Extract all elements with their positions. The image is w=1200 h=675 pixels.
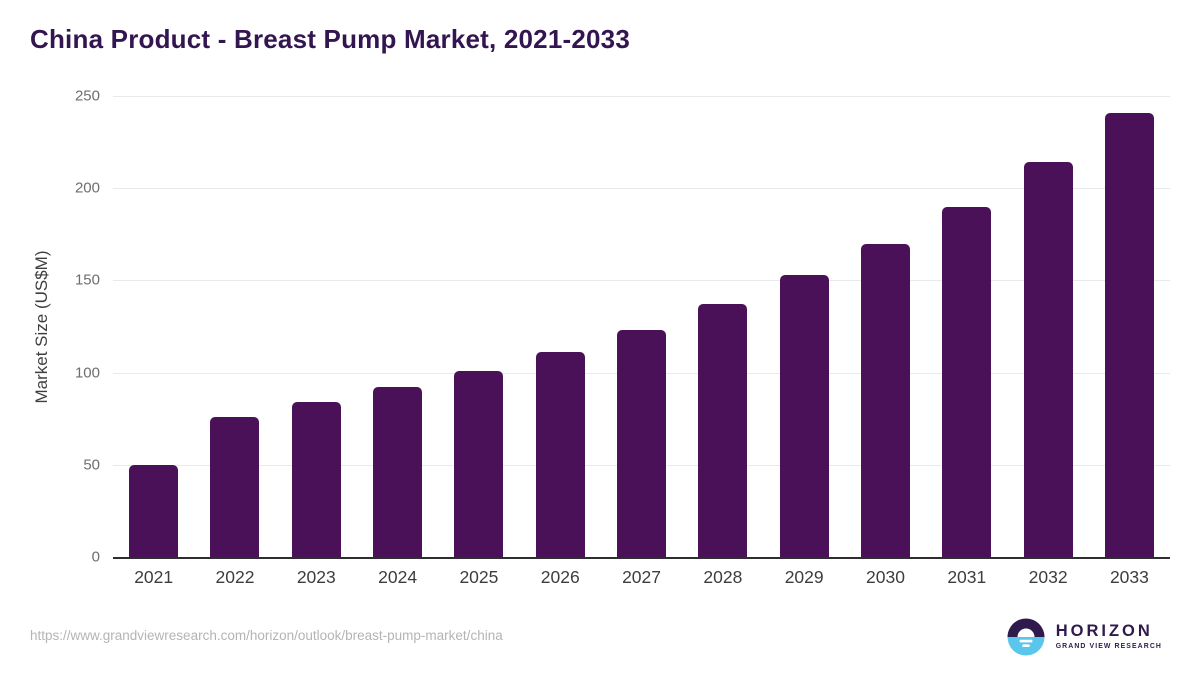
y-tick-label: 100 — [74, 364, 100, 382]
y-tick-label: 50 — [83, 456, 100, 474]
x-tick-label: 2031 — [947, 567, 987, 587]
x-tick-label: 2022 — [215, 567, 255, 587]
x-tick-label: 2023 — [296, 567, 336, 587]
bar-2031 — [942, 206, 992, 557]
source-url: https://www.grandviewresearch.com/horizo… — [30, 628, 503, 643]
bar-column — [520, 96, 601, 557]
x-tick-label: 2029 — [784, 567, 824, 587]
bar-column — [113, 96, 194, 557]
bar-2030 — [860, 243, 910, 557]
chart-title: China Product - Breast Pump Market, 2021… — [30, 24, 630, 54]
bar-2022 — [210, 416, 260, 557]
bar-2033 — [1104, 112, 1154, 557]
bar-2028 — [698, 304, 748, 557]
y-tick-label: 0 — [91, 548, 100, 566]
x-tick-label: 2033 — [1109, 567, 1149, 587]
x-tick-label: 2032 — [1028, 567, 1068, 587]
x-tick-label: 2028 — [703, 567, 743, 587]
bar-column — [682, 96, 763, 557]
y-tick-label: 200 — [74, 179, 100, 197]
bar-column — [194, 96, 275, 557]
bar-2026 — [535, 352, 585, 557]
x-tick-label: 2024 — [378, 567, 418, 587]
x-tick-label: 2025 — [459, 567, 499, 587]
y-tick-label: 150 — [74, 271, 100, 289]
bar-2025 — [454, 370, 504, 557]
bar-column — [845, 96, 926, 557]
x-tick-label: 2026 — [540, 567, 580, 587]
bar-column — [764, 96, 845, 557]
plot-area — [113, 96, 1170, 559]
gridline — [113, 188, 1170, 190]
brand-logo: HORIZON GRAND VIEW RESEARCH — [1006, 617, 1162, 657]
bar-column — [438, 96, 519, 557]
brand-name: HORIZON — [1055, 622, 1153, 641]
x-tick-label: 2027 — [622, 567, 661, 587]
bar-2023 — [291, 402, 341, 557]
bar-column — [1089, 96, 1170, 557]
brand-logo-text: HORIZON GRAND VIEW RESEARCH — [1056, 623, 1162, 650]
gridline — [113, 280, 1170, 282]
x-tick-label: 2030 — [866, 567, 905, 587]
bar-column — [926, 96, 1007, 557]
bar-column — [1007, 96, 1088, 557]
x-tick-label: 2021 — [134, 567, 174, 587]
brand-subtitle: GRAND VIEW RESEARCH — [1055, 642, 1162, 650]
y-axis-ticks: 0 50 100 150 200 250 — [0, 88, 100, 566]
bar-2032 — [1023, 162, 1073, 557]
bar-2027 — [617, 330, 667, 557]
bar-series — [113, 96, 1170, 557]
bar-column — [357, 96, 438, 557]
bar-2021 — [129, 464, 179, 557]
bar-2024 — [373, 387, 423, 557]
x-axis-labels: 2021 2022 2023 2024 2025 2026 2027 2028 2029 2030… — [113, 567, 1170, 588]
gridline — [113, 96, 1170, 97]
bar-2029 — [779, 274, 829, 557]
y-tick-label: 250 — [74, 87, 100, 105]
bar-column — [276, 96, 357, 557]
sun-over-water-icon — [1006, 617, 1046, 657]
bar-column — [601, 96, 682, 557]
